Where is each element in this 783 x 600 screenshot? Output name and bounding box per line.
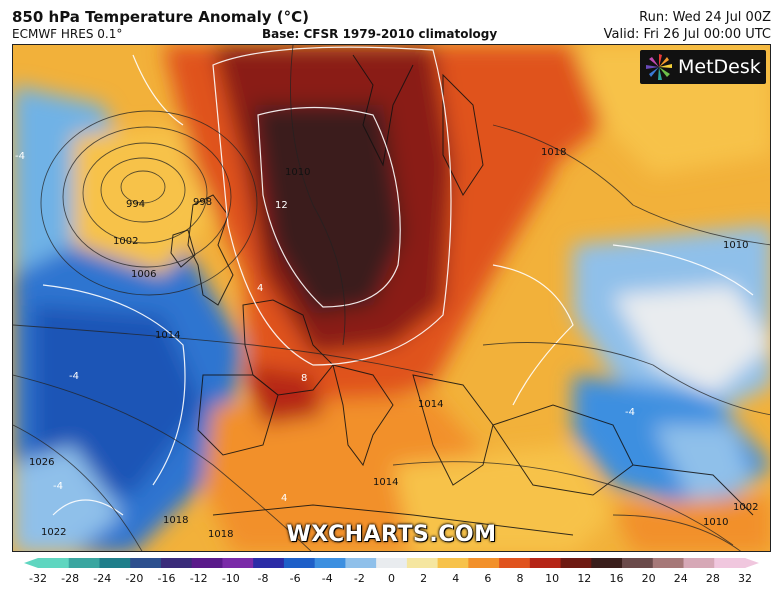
colorbar-tick-label: 28: [705, 572, 720, 585]
anomaly-label: -4: [69, 371, 79, 382]
colorbar-segment: [314, 558, 346, 568]
anomaly-label: 4: [281, 493, 287, 504]
isobar-label: 1022: [41, 527, 66, 538]
isobar-label: 1010: [723, 240, 748, 251]
colorbar-segment: [652, 558, 685, 568]
colorbar-tick-label: 6: [484, 572, 492, 585]
isobar-labels: 994 998 1002 1006 1010 1014 1018 1022 10…: [29, 147, 758, 540]
isobar-label: 994: [126, 199, 145, 210]
isobar-label: 1018: [208, 529, 233, 540]
colorbar-tick-label: -16: [157, 572, 176, 585]
isobar-label: 1002: [113, 236, 138, 247]
anomaly-label: -4: [15, 151, 25, 162]
colorbar-segment: [468, 558, 500, 568]
isobar-label: 1014: [418, 399, 443, 410]
chart-header: 850 hPa Temperature Anomaly (°C) ECMWF H…: [0, 0, 783, 44]
isobar-label: 1026: [29, 457, 54, 468]
isobar-label: 1014: [373, 477, 398, 488]
colorbar-segment: [130, 558, 162, 568]
base-climatology: Base: CFSR 1979-2010 climatology: [262, 27, 498, 41]
colorbar-ticks: -32 -28 -24 -20 -16 -12 -10 -8 -6 -4 -2 0 2 4 6 8 10 12 16…: [24, 572, 759, 588]
colorbar-segment: [376, 558, 408, 568]
colorbar-tick-label: 10: [545, 572, 560, 585]
colorbar-tick-label: 24: [673, 572, 688, 585]
isobar-label: 1006: [131, 269, 156, 280]
colorbar-segment: [529, 558, 562, 568]
isobar-label: 1014: [155, 330, 180, 341]
logo-text: MetDesk: [678, 56, 761, 78]
colorbar-tick-label: 12: [577, 572, 592, 585]
colorbar-tick-label: -24: [93, 572, 112, 585]
colorbar-segment: [222, 558, 254, 568]
isobars: [13, 45, 770, 551]
colorbar-tick-label: 8: [516, 572, 524, 585]
isobar-label: 998: [193, 197, 212, 208]
colorbar-tick-label: 32: [738, 572, 752, 585]
colorbar-segment: [253, 558, 285, 568]
colorbar: [24, 558, 759, 568]
colorbar-segment: [437, 558, 469, 568]
anomaly-label: -4: [625, 407, 635, 418]
isobar-label: 1002: [733, 502, 758, 513]
colorbar-segment: [191, 558, 223, 568]
metdesk-logo: MetDesk: [640, 50, 766, 84]
isobar-label: 1018: [163, 515, 188, 526]
colorbar-segment: [499, 558, 531, 568]
run-time: Run: Wed 24 Jul 00Z: [639, 10, 771, 25]
anomaly-field: [13, 45, 770, 551]
colorbar-max-arrow: [745, 558, 759, 568]
anomaly-label: 8: [301, 373, 307, 384]
isobar-label: 1010: [703, 517, 728, 528]
anomaly-map: 994 998 1002 1006 1010 1014 1018 1022 10…: [12, 44, 771, 552]
colorbar-tick-label: 20: [641, 572, 656, 585]
model-name: ECMWF HRES 0.1°: [12, 27, 123, 41]
colorbar-tick-label: 4: [452, 572, 460, 585]
map-canvas: 994 998 1002 1006 1010 1014 1018 1022 10…: [13, 45, 770, 551]
colorbar-segment: [345, 558, 377, 568]
colorbar-segment: [160, 558, 193, 568]
colorbar-tick-label: -4: [321, 572, 333, 585]
anomaly-label: 4: [257, 283, 263, 294]
colorbar-segment: [591, 558, 623, 568]
colorbar-tick-label: -32: [29, 572, 47, 585]
watermark: WXCHARTS.COM: [286, 522, 497, 547]
colorbar-tick-label: 0: [388, 572, 395, 585]
anomaly-contours: [42, 46, 754, 516]
anomaly-labels: 12 8 4 -4 -4 -4 4 -4: [15, 151, 635, 504]
colorbar-segment: [68, 558, 100, 568]
colorbar-segment: [560, 558, 592, 568]
colorbar-tick-label: -28: [61, 572, 80, 585]
colorbar-segment: [406, 558, 439, 568]
isobar-label: 1018: [541, 147, 566, 158]
anomaly-label: 12: [275, 200, 288, 211]
chart-title: 850 hPa Temperature Anomaly (°C): [12, 8, 309, 26]
isobar-label: 1010: [285, 167, 310, 178]
colorbar-tick-label: 2: [420, 572, 428, 585]
colorbar-tick-label: -2: [353, 572, 365, 585]
colorbar-min-arrow: [24, 558, 38, 568]
colorbar-segment: [622, 558, 654, 568]
colorbar-segment: [99, 558, 131, 568]
colorbar-tick-label: -20: [125, 572, 144, 585]
colorbar-segment: [283, 558, 316, 568]
colorbar-segment: [683, 558, 715, 568]
colorbar-segment: [714, 558, 746, 568]
anomaly-label: -4: [53, 481, 63, 492]
colorbar-tick-label: -8: [257, 572, 269, 585]
valid-time: Valid: Fri 26 Jul 00:00 UTC: [603, 27, 771, 42]
colorbar-tick-label: -10: [221, 572, 240, 585]
metdesk-starburst-icon: [646, 54, 672, 80]
colorbar-tick-label: -12: [189, 572, 208, 585]
colorbar-segment: [38, 558, 70, 568]
coastlines: [170, 54, 754, 536]
colorbar-tick-label: -6: [289, 572, 301, 585]
colorbar-tick-label: 16: [609, 572, 624, 585]
